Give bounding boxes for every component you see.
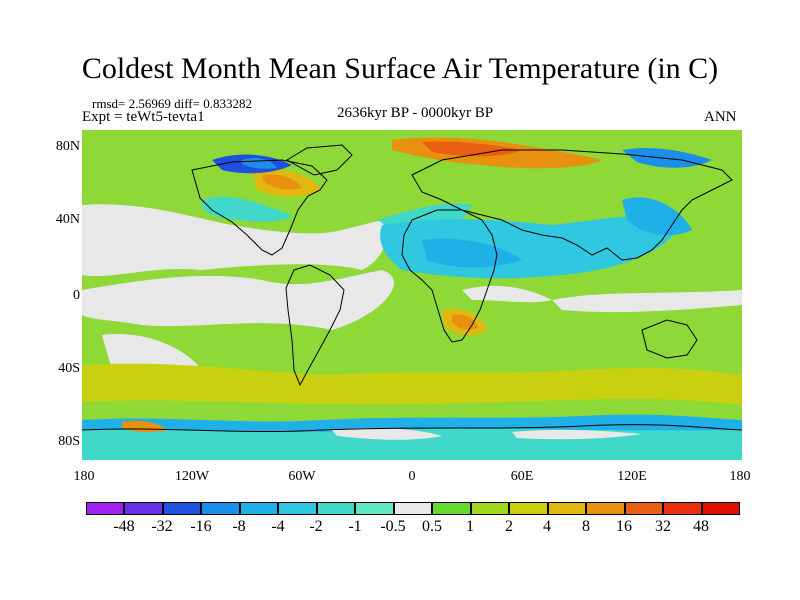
colorbar-box [547,502,587,515]
legend-label: 4 [543,518,551,535]
period-label: 2636kyr BP - 0000kyr BP [336,105,494,121]
legend-label: 1 [466,518,474,535]
y-tick-40s: 40S [58,361,80,376]
y-tick-80n: 80N [55,139,80,154]
colorbar-box [124,502,163,515]
legend-label: -4 [271,518,285,535]
temperature-map [82,130,742,460]
legend-label: -32 [151,518,173,535]
colorbar [86,502,740,515]
legend-label: -0.5 [380,518,406,535]
colorbar-box [432,502,471,515]
x-tick-180e: 180 [729,469,751,484]
colorbar-box [701,502,740,515]
stats-text: rmsd= 2.56969 diff= 0.833282 [92,96,252,111]
y-tick-40n: 40N [55,212,80,227]
map-title: Coldest Month Mean Surface Air Temperatu… [81,52,719,85]
x-tick-180w: 180 [73,469,95,484]
experiment-label: Expt = teWt5-tevta1 [82,109,205,125]
colorbar-box [162,502,202,515]
legend-label: 2 [505,518,513,535]
colorbar-box [509,502,548,515]
colorbar-box [201,502,240,515]
legend-label: 16 [616,518,632,535]
colorbar-box [86,502,125,515]
season-label: ANN [704,109,737,125]
legend-label: -1 [348,518,362,535]
legend-label: -48 [113,518,135,535]
legend-label: 32 [655,518,671,535]
legend-label: 8 [582,518,590,535]
anomaly-field [82,137,742,460]
x-tick-60w: 60W [288,469,316,484]
legend-label: 48 [693,518,709,535]
x-tick-60e: 60E [510,469,534,484]
colorbar-box [586,502,625,515]
legend-label: 0.5 [422,518,442,535]
colorbar-box [316,502,356,515]
x-tick-0: 0 [408,469,416,484]
legend-label: -2 [309,518,323,535]
colorbar-box [239,502,279,515]
x-tick-120e: 120E [617,469,647,484]
y-tick-80s: 80S [58,434,80,449]
y-tick-0: 0 [73,288,80,303]
colorbar-box [663,502,702,515]
coastlines [82,144,742,433]
colorbar-box [355,502,394,515]
colorbar-box [624,502,664,515]
legend-label: -16 [190,518,212,535]
x-tick-120w: 120W [174,469,210,484]
colorbar-box [278,502,317,515]
legend-label: -8 [232,518,246,535]
colorbar-box [393,502,433,515]
colorbar-box [470,502,510,515]
